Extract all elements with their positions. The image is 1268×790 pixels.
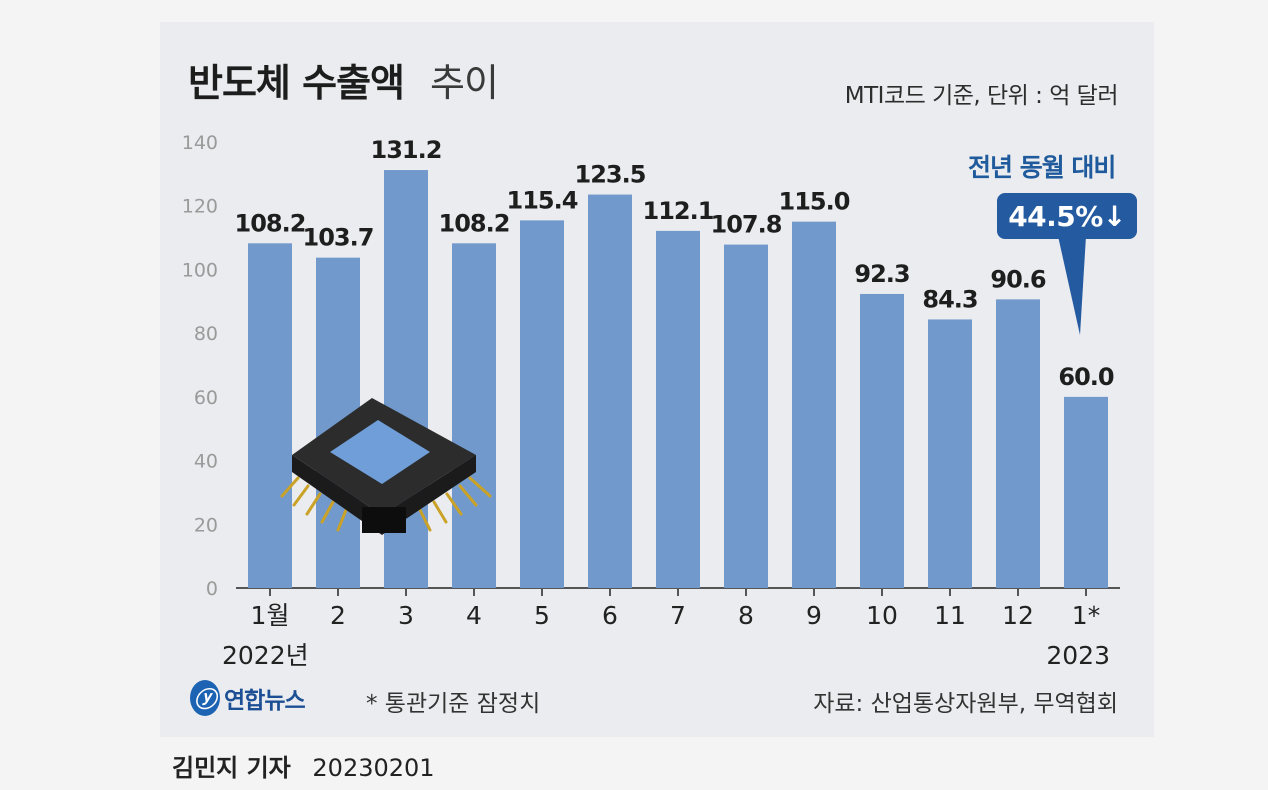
bar-value-label: 84.3 — [922, 285, 977, 313]
bar — [452, 243, 496, 588]
bar-value-label: 90.6 — [990, 265, 1046, 293]
chart-title-suffix: 추이 — [430, 61, 499, 105]
x-tick-label: 6 — [602, 601, 618, 630]
x-tick-label: 7 — [670, 601, 686, 630]
bar-value-label: 107.8 — [711, 211, 782, 239]
yonhap-logo: ⓨ 연합뉴스 — [190, 680, 306, 716]
bar-value-label: 60.0 — [1058, 363, 1114, 391]
unit-note: MTI코드 기준, 단위 : 억 달러 — [844, 83, 1119, 109]
bar — [248, 243, 292, 588]
yonhap-logo-text: 연합뉴스 — [224, 688, 306, 714]
yoy-badge: 44.5%↓ — [997, 193, 1137, 239]
byline: 김민지 기자 20230201 — [172, 748, 435, 783]
y-tick-label: 140 — [182, 132, 218, 154]
source-note: 자료: 산업통상자원부, 무역협회 — [813, 691, 1118, 717]
bar — [860, 293, 904, 588]
x-tick-label: 9 — [806, 601, 822, 630]
y-tick-label: 100 — [182, 259, 218, 281]
y-tick-label: 20 — [194, 514, 218, 536]
bar-value-label: 123.5 — [575, 161, 646, 189]
x-tick-label: 10 — [866, 601, 898, 630]
y-tick-label: 0 — [206, 578, 218, 600]
x-tick-label: 5 — [534, 601, 550, 630]
yoy-label: 전년 동월 대비 — [968, 153, 1116, 182]
bar-value-label: 112.1 — [643, 197, 714, 225]
bar — [724, 244, 768, 588]
y-tick-label: 80 — [194, 323, 218, 345]
bar — [1064, 396, 1108, 588]
callout-pointer — [1058, 236, 1086, 335]
bar-value-label: 115.0 — [779, 188, 850, 216]
x-tick-label: 12 — [1002, 601, 1034, 630]
x-tick-label: 11 — [934, 601, 966, 630]
y-axis: 0 20 40 60 80 100 120 140 — [182, 132, 1120, 600]
reporter-name: 김민지 기자 — [172, 754, 291, 782]
bar — [656, 230, 700, 589]
bar-value-label: 92.3 — [854, 260, 909, 288]
x-tick-label: 3 — [398, 601, 414, 630]
bar-value-label: 108.2 — [235, 209, 306, 237]
footnote: * 통관기준 잠정치 — [366, 691, 541, 717]
year-label: 2022년 — [222, 641, 309, 670]
chart-title: 반도체 수출액 — [188, 61, 405, 105]
bar — [928, 319, 972, 588]
bar-value-label: 131.2 — [371, 136, 442, 164]
bars: 108.2 1월 2022년 103.7 2 131.2 3 108.2 4 115.4 5 123.… — [222, 136, 1115, 670]
bar — [792, 221, 836, 588]
y-tick-label: 60 — [194, 387, 218, 409]
x-tick-label: 1월 — [251, 601, 290, 630]
bar-value-label: 115.4 — [507, 186, 578, 214]
bar — [520, 220, 564, 588]
bar — [588, 194, 632, 589]
bar-value-label: 103.7 — [303, 224, 374, 252]
byline-date: 20230201 — [312, 754, 435, 782]
y-tick-label: 120 — [182, 196, 218, 218]
year-label: 2023 — [1046, 641, 1110, 670]
bar-value-label: 108.2 — [439, 209, 510, 237]
bar — [996, 299, 1040, 588]
y-tick-label: 40 — [194, 451, 218, 473]
semiconductor-chip-icon — [280, 398, 492, 535]
x-tick-label: 4 — [466, 601, 482, 630]
x-tick-label: 1* — [1072, 601, 1100, 630]
x-tick-label: 2 — [330, 601, 346, 630]
x-tick-label: 8 — [738, 601, 754, 630]
yonhap-logo-icon: ⓨ — [190, 680, 220, 716]
